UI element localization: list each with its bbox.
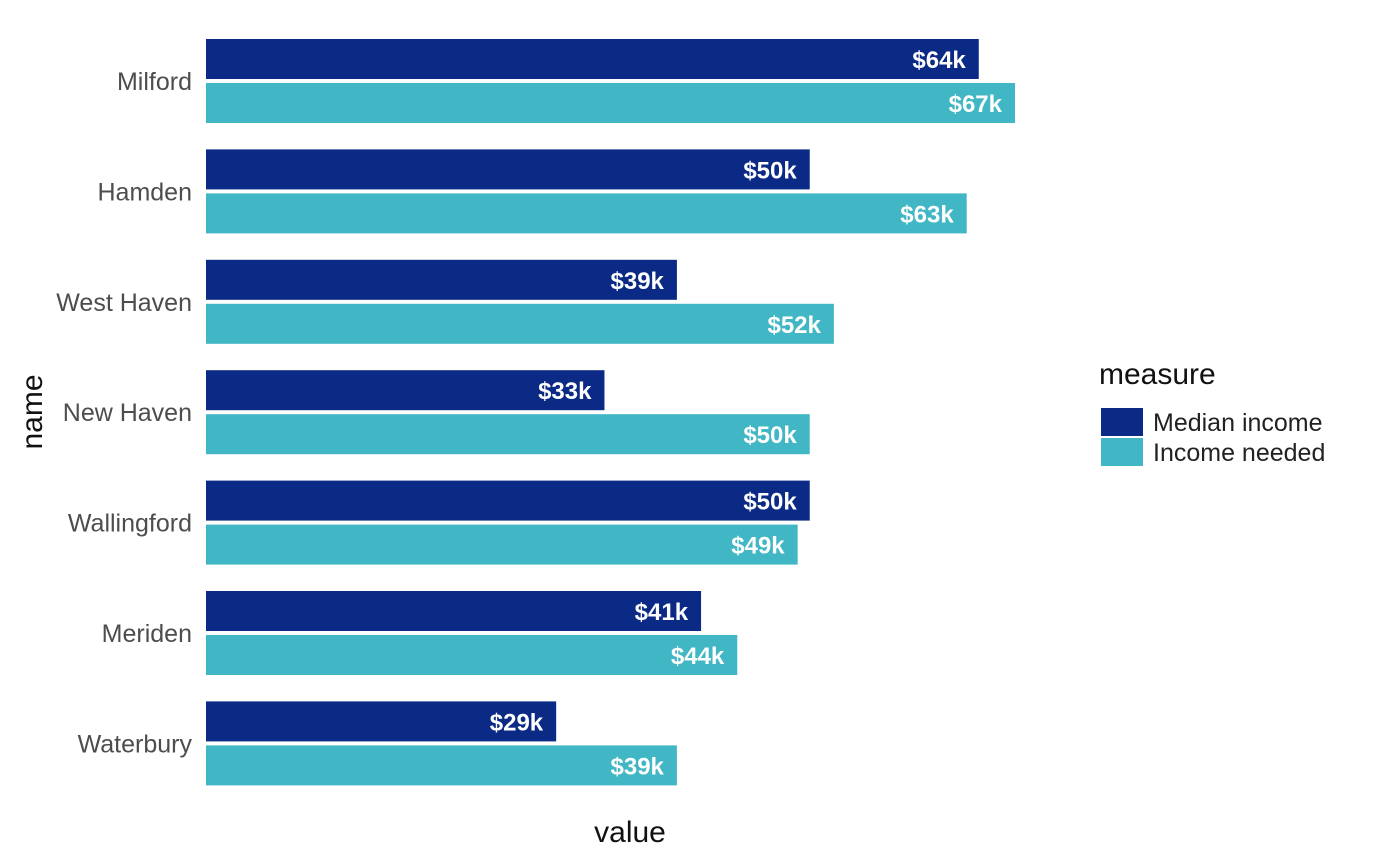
bar-label-waterbury-median-income: $29k: [490, 709, 544, 736]
bar-label-meriden-income-needed: $44k: [671, 643, 725, 670]
bar-milford-median-income: [206, 39, 979, 79]
y-tick-label-wallingford: Wallingford: [68, 510, 192, 538]
bar-label-milford-income-needed: $67k: [949, 91, 1003, 118]
bar-hamden-median-income: [206, 149, 810, 190]
y-tick-label-meriden: Meriden: [102, 620, 192, 648]
bar-wallingford-income-needed: [206, 524, 798, 565]
bar-meriden-income-needed: [206, 635, 738, 675]
bar-label-meriden-median-income: $41k: [635, 599, 689, 626]
y-tick-label-milford: Milford: [117, 68, 192, 96]
y-tick-label-new-haven: New Haven: [63, 399, 192, 427]
legend-title: measure: [1099, 358, 1216, 391]
x-axis-title: value: [594, 816, 666, 849]
bar-label-west-haven-median-income: $39k: [611, 268, 665, 295]
bar-waterbury-median-income: [206, 701, 557, 742]
bar-west-haven-income-needed: [206, 303, 834, 344]
bar-hamden-income-needed: [206, 193, 967, 234]
bar-label-new-haven-median-income: $33k: [538, 378, 592, 405]
bar-label-wallingford-median-income: $50k: [743, 489, 797, 516]
bar-label-waterbury-income-needed: $39k: [611, 753, 665, 780]
legend-key-median-income: [1101, 408, 1143, 436]
bar-label-wallingford-income-needed: $49k: [731, 533, 785, 560]
bar-milford-income-needed: [206, 83, 1015, 123]
bar-label-hamden-median-income: $50k: [743, 157, 797, 184]
bar-waterbury-income-needed: [206, 745, 677, 786]
y-tick-label-hamden: Hamden: [98, 178, 193, 206]
legend-label-median-income: Median income: [1153, 409, 1323, 437]
bar-label-hamden-income-needed: $63k: [900, 201, 954, 228]
bar-new-haven-income-needed: [206, 414, 810, 455]
y-tick-labels: Milford Hamden West Haven New Haven Wallingf…: [56, 68, 192, 758]
bar-label-west-haven-income-needed: $52k: [767, 312, 821, 339]
bars-layer: [206, 39, 1015, 786]
y-axis-title: name: [16, 374, 49, 449]
y-tick-label-west-haven: West Haven: [56, 289, 192, 317]
legend-key-income-needed: [1101, 438, 1143, 466]
bar-wallingford-median-income: [206, 480, 810, 521]
bar-meriden-median-income: [206, 591, 702, 631]
y-tick-label-waterbury: Waterbury: [78, 730, 193, 758]
bar-labels-layer: $64k $67k $50k $63k $39k $52k $33k $50k $50k $49k…: [490, 47, 1003, 780]
bar-west-haven-median-income: [206, 259, 677, 300]
legend-label-income-needed: Income needed: [1153, 439, 1325, 467]
bar-label-new-haven-income-needed: $50k: [743, 422, 797, 449]
bar-label-milford-median-income: $64k: [912, 47, 966, 74]
bar-new-haven-median-income: [206, 370, 605, 411]
